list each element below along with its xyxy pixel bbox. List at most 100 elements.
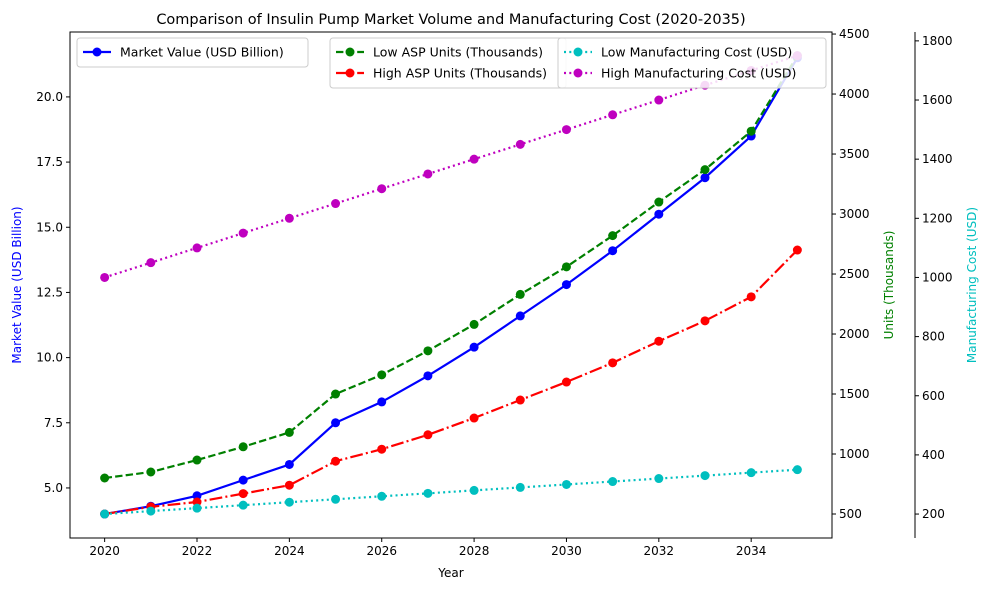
x-tick-label: 2034: [736, 544, 767, 558]
data-point: [377, 397, 387, 407]
right2-tick-label: 200: [922, 507, 945, 521]
data-point: [284, 480, 294, 490]
data-point: [561, 377, 571, 387]
data-point: [377, 184, 387, 194]
data-point: [700, 316, 710, 326]
right-tick-label: 3500: [839, 147, 870, 161]
series-line: [104, 57, 799, 516]
data-point: [100, 272, 110, 282]
data-point: [284, 427, 294, 437]
data-point: [100, 509, 110, 519]
data-point: [608, 231, 618, 241]
x-axis-label: Year: [437, 566, 463, 580]
data-point: [238, 500, 248, 510]
data-point: [515, 289, 525, 299]
right2-axis-label: Manufacturing Cost (USD): [965, 207, 979, 363]
legend-upper-left: Market Value (USD Billion): [76, 37, 309, 68]
data-point: [469, 413, 479, 423]
x-tick-label: 2022: [182, 544, 213, 558]
series-line: [104, 468, 798, 516]
data-point: [654, 197, 664, 207]
x-tick-label: 2020: [89, 544, 120, 558]
left-tick-label: 7.5: [44, 416, 63, 430]
legend-upper-right: Low Manufacturing Cost (USD) High Manufac…: [557, 37, 827, 89]
legend-marker: [573, 68, 583, 78]
data-point: [331, 418, 341, 428]
legend-box: [76, 37, 309, 68]
chart-title: Comparison of Insulin Pump Market Volume…: [156, 12, 745, 28]
legend-marker: [345, 68, 355, 78]
series-line: [104, 249, 799, 516]
data-point: [423, 169, 433, 179]
right-tick-label: 500: [839, 507, 862, 521]
right-tick-label: 2500: [839, 267, 870, 281]
left-tick-label: 20.0: [36, 90, 63, 104]
right2-tick-label: 1800: [922, 34, 953, 48]
x-tick-label: 2032: [644, 544, 675, 558]
data-point: [469, 319, 479, 329]
data-point: [331, 494, 341, 504]
legend-marker: [345, 47, 355, 57]
data-point: [423, 430, 433, 440]
data-point: [608, 246, 618, 256]
data-point: [654, 336, 664, 346]
data-point: [377, 444, 387, 454]
right-tick-label: 4500: [839, 27, 870, 41]
data-point: [700, 471, 710, 481]
data-point: [654, 209, 664, 219]
right-tick-label: 1000: [839, 447, 870, 461]
data-point: [238, 489, 248, 499]
data-point: [561, 280, 571, 290]
data-point: [192, 243, 202, 253]
right2-tick-label: 400: [922, 448, 945, 462]
data-point: [100, 473, 110, 483]
series-2: [100, 245, 802, 519]
legend-label: Market Value (USD Billion): [120, 45, 284, 60]
data-point: [515, 482, 525, 492]
data-point: [284, 459, 294, 469]
right2-tick-label: 1600: [922, 93, 953, 107]
left-tick-label: 5.0: [44, 481, 63, 495]
data-point: [700, 173, 710, 183]
legend-label: Low ASP Units (Thousands): [373, 45, 543, 60]
legend-label: High ASP Units (Thousands): [373, 66, 547, 81]
data-point: [608, 477, 618, 487]
left-tick-label: 10.0: [36, 351, 63, 365]
left-tick-label: 17.5: [36, 155, 63, 169]
data-point: [284, 213, 294, 223]
right-axis-label: Units (Thousands): [882, 231, 896, 340]
data-point: [146, 258, 156, 268]
legend-marker: [573, 47, 583, 57]
right2-tick-label: 1200: [922, 211, 953, 225]
legend-label: High Manufacturing Cost (USD): [601, 66, 796, 81]
data-point: [423, 488, 433, 498]
data-point: [608, 358, 618, 368]
data-point: [608, 110, 618, 120]
data-point: [192, 491, 202, 501]
data-point: [146, 506, 156, 516]
data-point: [146, 467, 156, 477]
right2-tick-label: 1000: [922, 270, 953, 284]
data-point: [654, 95, 664, 105]
data-point: [331, 199, 341, 209]
plot-frame: [69, 31, 833, 539]
data-point: [469, 154, 479, 164]
data-point: [238, 442, 248, 452]
x-tick-label: 2024: [274, 544, 305, 558]
right-tick-label: 2000: [839, 327, 870, 341]
data-point: [746, 292, 756, 302]
right2-tick-label: 800: [922, 330, 945, 344]
series-line: [104, 54, 798, 279]
series-1: [100, 51, 802, 483]
legend-box: [557, 37, 827, 89]
right2-tick-label: 600: [922, 389, 945, 403]
legend-label: Low Manufacturing Cost (USD): [601, 45, 792, 60]
data-point: [792, 465, 802, 475]
data-point: [423, 346, 433, 356]
data-point: [192, 503, 202, 513]
right-tick-label: 1500: [839, 387, 870, 401]
data-point: [515, 311, 525, 321]
right-tick-label: 3000: [839, 207, 870, 221]
data-point: [515, 139, 525, 149]
x-tick-label: 2028: [459, 544, 490, 558]
